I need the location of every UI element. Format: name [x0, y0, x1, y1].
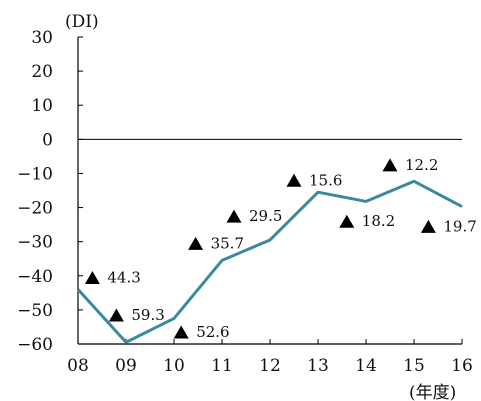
triangle-marker	[382, 158, 398, 172]
triangle-marker	[173, 325, 189, 339]
marker-label: 59.3	[131, 306, 164, 324]
y-axis-unit: (DI)	[65, 12, 99, 32]
series-line	[76, 179, 463, 344]
triangle-marker	[286, 173, 302, 187]
y-tick-label: −40	[17, 267, 53, 287]
triangle-marker	[84, 270, 100, 284]
triangle-marker	[339, 214, 355, 228]
y-tick-label: −30	[17, 233, 53, 253]
y-tick-label: −10	[17, 164, 53, 184]
y-tick-label: −50	[17, 301, 53, 321]
marker-label: 29.5	[249, 207, 282, 225]
marker-label: 19.7	[443, 217, 476, 235]
y-tick-label: 10	[31, 96, 53, 116]
x-tick-label: 08	[67, 356, 89, 376]
y-tick-label: −60	[17, 335, 53, 355]
marker-label: 44.3	[107, 268, 140, 286]
x-tick-label: 15	[403, 356, 425, 376]
x-axis-unit: (年度)	[409, 383, 456, 401]
x-tick-label: 10	[163, 356, 185, 376]
triangle-marker	[108, 308, 124, 322]
y-tick-label: 20	[31, 62, 53, 82]
y-tick-label: 0	[42, 130, 53, 150]
marker-label: 15.6	[309, 171, 342, 189]
marker-label: 35.7	[211, 234, 244, 252]
marker-label: 18.2	[362, 212, 395, 230]
y-tick-label: 30	[31, 28, 53, 48]
markers: 44.3 59.3 52.6 35.7 29.5 15.6 18.2 12.2 19.7	[84, 156, 477, 341]
triangle-marker	[420, 219, 436, 233]
x-tick-label: 14	[355, 356, 377, 376]
x-tick-label: 12	[259, 356, 281, 376]
x-tick-label: 09	[115, 356, 137, 376]
triangle-marker	[188, 236, 204, 250]
triangle-marker	[226, 209, 242, 223]
x-tick-label: 11	[211, 356, 233, 376]
ticks: 30 20 10 0 −10 −20 −30 −40 −50 −60 08 09 10 11 12 13 14 1…	[17, 28, 473, 376]
series	[76, 179, 463, 344]
marker-label: 12.2	[405, 156, 438, 174]
x-tick-label: 16	[451, 356, 473, 376]
marker-label: 52.6	[196, 323, 229, 341]
y-tick-label: −20	[17, 199, 53, 219]
axes	[77, 37, 462, 345]
x-tick-label: 13	[307, 356, 329, 376]
